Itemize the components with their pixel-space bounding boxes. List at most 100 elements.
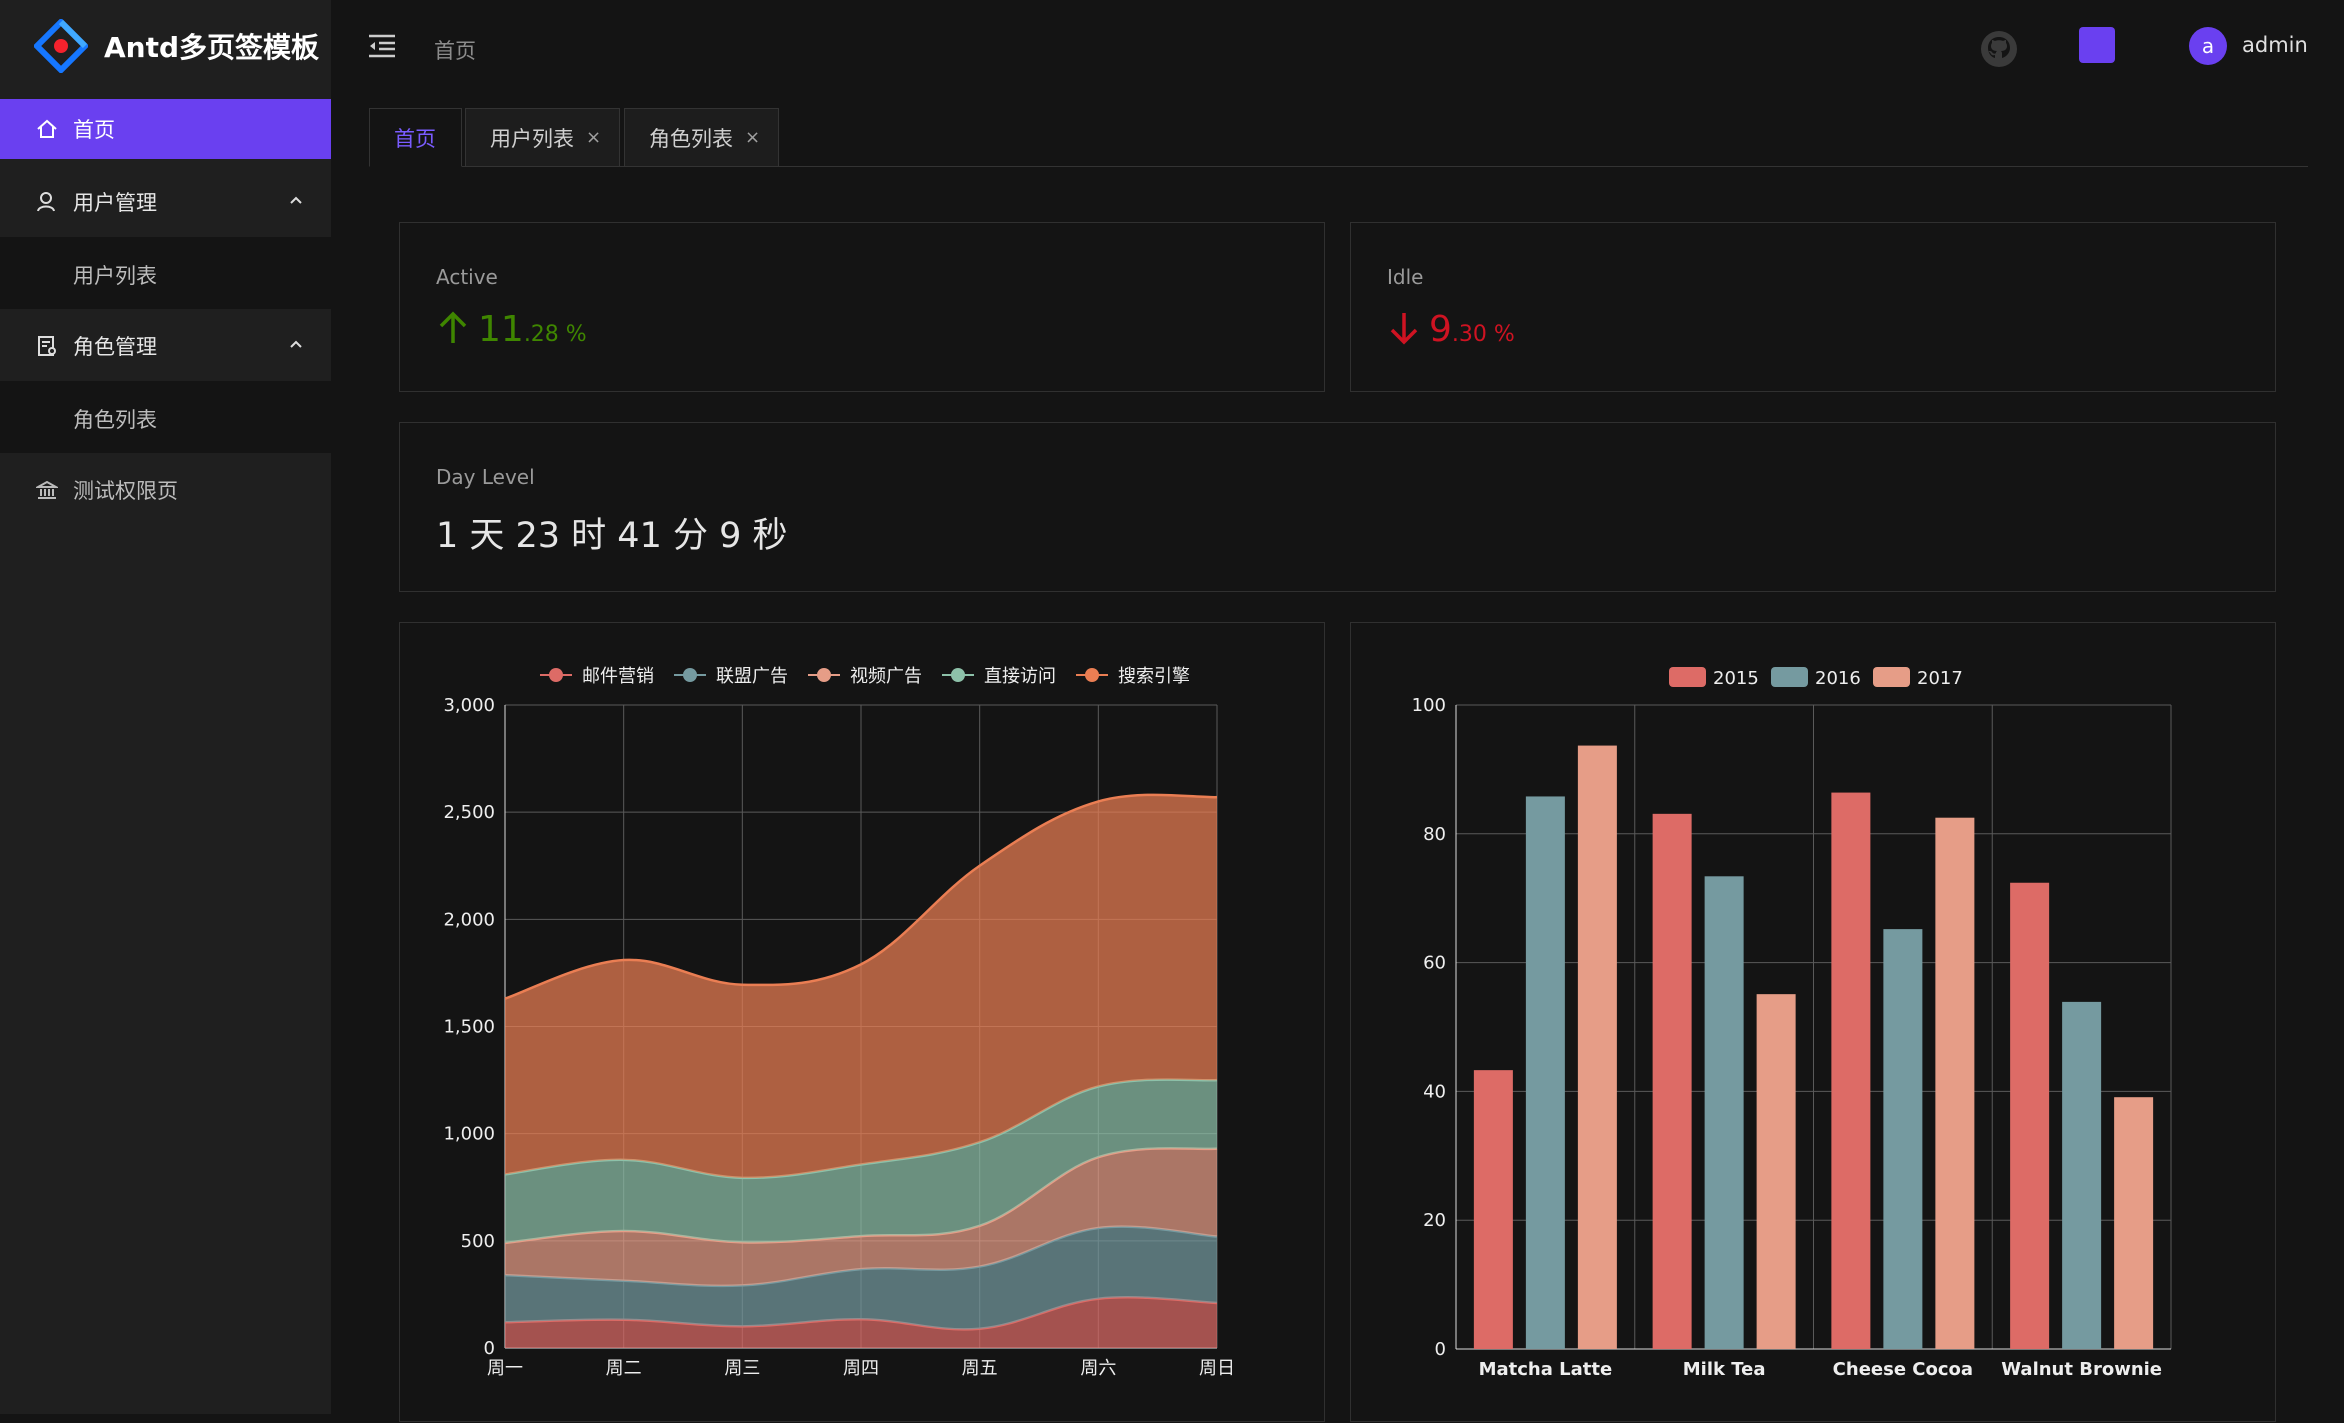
sidebar-item-label: 用户管理 [73, 191, 157, 215]
bar-chart: 0 20 40 60 80 100 Matcha Latte Milk Tea Cheese C… [1412, 667, 2172, 1380]
x-tick-label: Milk Tea [1683, 1359, 1766, 1380]
legend-label: 2016 [1815, 668, 1861, 689]
countdown-value: 1 天 23 时 41 分 9 秒 [436, 516, 788, 556]
x-tick-label: 周六 [1080, 1358, 1116, 1379]
username[interactable]: admin [2242, 33, 2308, 57]
x-tick-label: 周二 [606, 1358, 642, 1379]
stat-value: 9.30 % [1429, 309, 1515, 350]
menu-fold-icon[interactable] [368, 34, 396, 58]
home-icon [37, 119, 57, 138]
stat-title: Active [436, 265, 498, 289]
close-icon[interactable]: × [745, 127, 761, 148]
y-tick-label: 1,000 [443, 1124, 495, 1145]
line-series-5 [504, 793, 1218, 1000]
bar-2017 [1935, 817, 1975, 1349]
x-tick-label: 周一 [487, 1358, 523, 1379]
tab-label: 用户列表 [490, 126, 574, 151]
breadcrumb: 首页 [434, 39, 476, 63]
y-tick-label: 100 [1412, 695, 1446, 716]
tab-home[interactable]: 首页 [369, 108, 462, 167]
x-tick-label: Walnut Brownie [2001, 1359, 2162, 1380]
sidebar-item-label: 角色管理 [73, 335, 157, 359]
bar-chart-card: 0 20 40 60 80 100 Matcha Latte Milk Tea Cheese C… [1350, 622, 2276, 1422]
sidebar-item-user-list[interactable]: 用户列表 [73, 264, 157, 288]
stat-value-dec: .28 % [523, 322, 587, 347]
bar-2015 [1652, 813, 1692, 1349]
legend-label: 视频广告 [850, 666, 922, 687]
stat-value-int: 9 [1429, 309, 1452, 350]
area-chart: 0 500 1,000 1,500 2,000 2,500 3,000 周一 周二 周三 周四 周五 周… [443, 666, 1235, 1379]
y-tick-label: 0 [1435, 1339, 1446, 1360]
y-tick-label: 3,000 [443, 695, 495, 716]
area-series-3 [505, 1148, 1217, 1286]
sidebar-item-role-list[interactable]: 角色列表 [73, 408, 157, 432]
bar-2016 [1525, 796, 1565, 1349]
tab-label: 首页 [394, 126, 436, 151]
bar-2015 [1831, 792, 1871, 1349]
stat-title: Idle [1387, 265, 1424, 289]
bar-2015 [1473, 1070, 1513, 1349]
sidebar: Antd多页签模板 首页 用户管理 用户列表 角色管理 角色列表 [0, 0, 331, 1414]
tabs-divider [370, 166, 2308, 167]
stat-title: Day Level [436, 465, 535, 489]
area-series-1 [505, 1297, 1217, 1348]
app-logo[interactable]: Antd多页签模板 [34, 18, 319, 74]
legend-marker [1669, 667, 1706, 687]
chevron-up-icon [290, 196, 302, 204]
y-tick-label: 20 [1423, 1210, 1446, 1231]
stat-value-int: 11 [478, 309, 524, 350]
legend-marker [1085, 668, 1099, 682]
legend-label: 搜索引擎 [1118, 666, 1190, 687]
legend-marker [951, 668, 965, 682]
legend-label: 2015 [1713, 668, 1759, 689]
y-tick-label: 0 [484, 1338, 495, 1359]
legend-label: 直接访问 [984, 666, 1056, 687]
legend-label: 邮件营销 [582, 666, 654, 687]
legend-label: 联盟广告 [716, 666, 788, 687]
submenu-role [0, 381, 331, 453]
tab-user-list[interactable]: 用户列表 × [465, 108, 620, 167]
bar-2017 [1756, 994, 1796, 1349]
header: 首页 a admin [331, 0, 2344, 96]
area-series-2 [505, 1226, 1217, 1330]
stat-card-idle: Idle 9.30 % [1350, 222, 2276, 392]
x-tick-label: 周五 [962, 1358, 998, 1379]
area-chart-card: 0 500 1,000 1,500 2,000 2,500 3,000 周一 周二 周三 周四 周五 周… [399, 622, 1325, 1422]
stat-card-day-level: Day Level 1 天 23 时 41 分 9 秒 [399, 422, 2276, 592]
submenu-user [0, 237, 331, 309]
area-series-4 [505, 1079, 1217, 1243]
sidebar-item-home[interactable]: 首页 [0, 99, 331, 159]
avatar[interactable]: a [2189, 27, 2227, 65]
bar-2017 [2114, 1097, 2154, 1349]
x-tick-label: 周四 [843, 1358, 879, 1379]
y-tick-label: 80 [1423, 824, 1446, 845]
y-tick-label: 2,000 [443, 909, 495, 930]
legend-marker [549, 668, 563, 682]
y-tick-label: 40 [1423, 1081, 1446, 1102]
y-tick-label: 2,500 [443, 802, 495, 823]
bar-2015 [2010, 882, 2050, 1349]
bank-icon [36, 480, 58, 499]
github-icon[interactable] [1980, 30, 2018, 68]
sidebar-item-permission-test[interactable]: 测试权限页 [0, 460, 331, 520]
legend-marker [817, 668, 831, 682]
tab-role-list[interactable]: 角色列表 × [624, 108, 779, 167]
theme-color-button[interactable] [2079, 27, 2115, 63]
y-tick-label: 1,500 [443, 1017, 495, 1038]
sidebar-item-user-management[interactable]: 用户管理 [0, 172, 331, 232]
stat-value-dec: .30 % [1451, 322, 1515, 347]
bar-2017 [1577, 745, 1617, 1349]
close-icon[interactable]: × [586, 127, 602, 148]
x-tick-label: Matcha Latte [1479, 1359, 1613, 1380]
sidebar-item-label: 首页 [73, 118, 115, 142]
arrow-down-icon [1390, 313, 1418, 345]
arrow-up-icon [439, 311, 467, 343]
legend-marker [1771, 667, 1808, 687]
bar-2016 [1883, 929, 1923, 1349]
tab-label: 角色列表 [649, 126, 733, 151]
user-icon [37, 192, 55, 212]
x-tick-label: 周三 [724, 1358, 760, 1379]
sidebar-item-role-management[interactable]: 角色管理 [0, 316, 331, 376]
bar-2016 [1704, 876, 1744, 1349]
stat-card-active: Active 11.28 % [399, 222, 1325, 392]
